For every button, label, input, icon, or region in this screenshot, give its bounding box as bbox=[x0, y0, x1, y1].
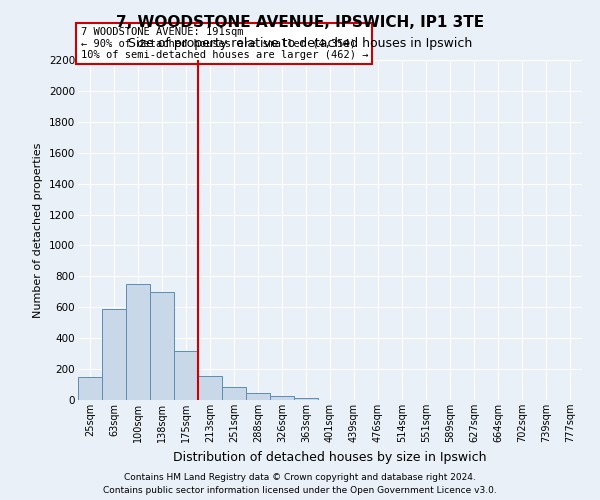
Bar bbox=[78, 377, 102, 400]
Bar bbox=[174, 350, 198, 400]
Bar bbox=[270, 396, 294, 400]
Text: 7 WOODSTONE AVENUE: 191sqm
← 90% of detached houses are smaller (4,354)
10% of s: 7 WOODSTONE AVENUE: 191sqm ← 90% of deta… bbox=[80, 27, 368, 60]
Bar bbox=[126, 284, 150, 400]
Bar bbox=[102, 309, 126, 400]
Bar bbox=[246, 393, 270, 400]
Bar bbox=[198, 376, 222, 400]
Y-axis label: Number of detached properties: Number of detached properties bbox=[34, 142, 43, 318]
Text: 7, WOODSTONE AVENUE, IPSWICH, IP1 3TE: 7, WOODSTONE AVENUE, IPSWICH, IP1 3TE bbox=[116, 15, 484, 30]
X-axis label: Distribution of detached houses by size in Ipswich: Distribution of detached houses by size … bbox=[173, 450, 487, 464]
Text: Contains HM Land Registry data © Crown copyright and database right 2024.: Contains HM Land Registry data © Crown c… bbox=[124, 474, 476, 482]
Text: Contains public sector information licensed under the Open Government Licence v3: Contains public sector information licen… bbox=[103, 486, 497, 495]
Text: Size of property relative to detached houses in Ipswich: Size of property relative to detached ho… bbox=[128, 38, 472, 51]
Bar bbox=[222, 387, 246, 400]
Bar bbox=[150, 292, 174, 400]
Bar bbox=[294, 398, 318, 400]
